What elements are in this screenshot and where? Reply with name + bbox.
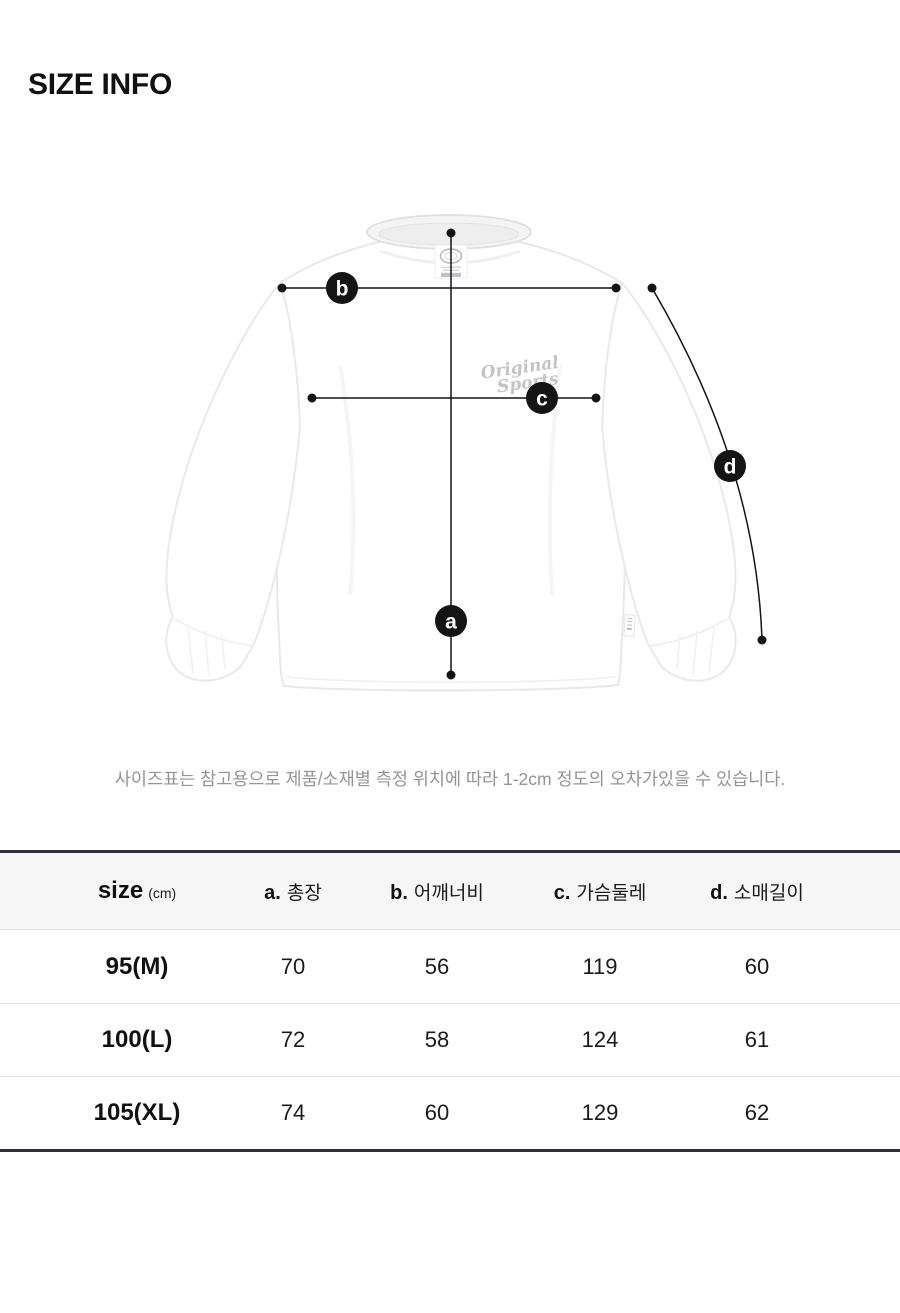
endpoint-dot: [307, 393, 317, 403]
header-col-b: b. 어깨너비: [390, 881, 484, 904]
value-sleeve-length: 62: [744, 1100, 770, 1125]
row-size-label: 105(XL): [93, 1099, 181, 1126]
value-chest: 129: [581, 1100, 619, 1125]
value-total-length: 72: [280, 1027, 306, 1052]
value-shoulder-width: 60: [424, 1100, 450, 1125]
right-cuff-ribbing: [676, 626, 715, 677]
marker-c: c: [526, 382, 558, 414]
header-size-unit: (cm): [148, 885, 177, 901]
endpoint-dot: [446, 670, 456, 680]
shirt-right-sleeve: [601, 282, 737, 682]
size-disclaimer: 사이즈표는 참고용으로 제품/소재별 측정 위치에 따라 1-2cm 정도의 오…: [114, 769, 786, 789]
endpoint-dot: [757, 635, 767, 645]
right-cuff-seam: [649, 618, 728, 647]
hem-stitch: [285, 676, 617, 683]
value-total-length: 74: [280, 1100, 306, 1125]
measurement-endpoints: [277, 228, 767, 680]
marker-d-letter: d: [724, 456, 737, 479]
fold-line-left: [338, 364, 356, 596]
product-measurement-diagram: Original Sports: [165, 214, 767, 692]
endpoint-dot: [446, 228, 456, 238]
value-sleeve-length: 61: [744, 1027, 770, 1052]
endpoint-dot: [277, 283, 287, 293]
page-title: SIZE INFO: [28, 68, 172, 101]
left-cuff-seam: [174, 618, 253, 647]
header-col-d: d. 소매길이: [710, 881, 804, 904]
left-cuff-ribbing: [187, 626, 226, 677]
shirt-left-sleeve: [165, 282, 301, 682]
size-table: size (cm) a. 총장 b. 어깨너비 c. 가슴둘레 d. 소매길이 …: [0, 850, 900, 1152]
measurement-markers: a b c d: [326, 272, 746, 637]
value-chest: 124: [581, 1027, 619, 1052]
table-row: 95(M) 70 56 119 60: [0, 930, 900, 1003]
marker-a: a: [435, 605, 467, 637]
row-size-label: 100(L): [101, 1026, 173, 1053]
header-col-c: c. 가슴둘레: [553, 881, 647, 904]
endpoint-dot: [591, 393, 601, 403]
table-row: 100(L) 72 58 124 61: [0, 1003, 900, 1076]
endpoint-dot: [611, 283, 621, 293]
value-sleeve-length: 60: [744, 953, 770, 979]
value-chest: 119: [582, 953, 618, 979]
marker-c-letter: c: [536, 388, 548, 411]
value-shoulder-width: 56: [424, 953, 450, 979]
header-col-a: a. 총장: [264, 881, 322, 904]
marker-d: d: [714, 450, 746, 482]
table-row: 105(XL) 74 60 129 62: [0, 1076, 900, 1149]
side-label: [623, 614, 636, 637]
value-total-length: 70: [280, 953, 306, 979]
header-size-label: size: [97, 877, 144, 904]
marker-b-letter: b: [336, 278, 349, 301]
shirt-illustration: Original Sports: [165, 214, 737, 692]
value-shoulder-width: 58: [424, 1027, 450, 1052]
row-size-label: 95(M): [105, 952, 169, 980]
header-size-column: size (cm): [0, 877, 274, 905]
size-table-header: size (cm) a. 총장 b. 어깨너비 c. 가슴둘레 d. 소매길이: [0, 853, 900, 930]
marker-a-letter: a: [445, 611, 457, 634]
endpoint-dot: [647, 283, 657, 293]
marker-b: b: [326, 272, 358, 304]
